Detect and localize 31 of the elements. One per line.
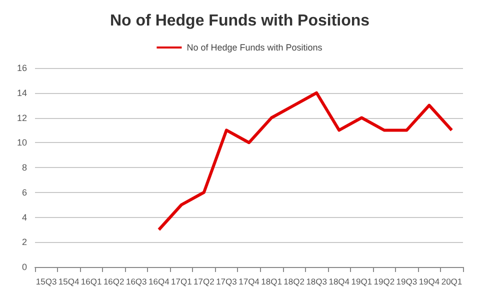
- chart-title: No of Hedge Funds with Positions: [110, 12, 370, 30]
- y-tick-label: 6: [22, 187, 27, 198]
- y-tick-label: 10: [16, 138, 27, 148]
- y-tick-label: 0: [22, 262, 27, 272]
- x-tick-label: 19Q4: [418, 276, 440, 286]
- x-tick-label: 17Q3: [216, 276, 238, 286]
- x-tick-label: 17Q2: [194, 276, 215, 286]
- legend-label: No of Hedge Funds with Positions: [186, 42, 323, 52]
- x-tick-label: 18Q1: [261, 276, 282, 286]
- y-tick-label: 8: [22, 162, 27, 172]
- x-tick-label: 16Q1: [80, 276, 102, 286]
- x-tick-label: 17Q1: [171, 276, 192, 286]
- x-tick-label: 15Q3: [36, 276, 57, 286]
- line-series: [157, 91, 454, 232]
- x-tick-label: 20Q1: [441, 276, 462, 286]
- y-tick-label: 12: [16, 112, 27, 123]
- x-tick-label: 18Q2: [284, 276, 305, 286]
- x-tick-label: 18Q4: [328, 276, 350, 286]
- x-tick-label: 15Q4: [58, 276, 80, 286]
- x-tick-label: 19Q2: [374, 276, 395, 286]
- x-tick-label: 18Q3: [306, 276, 328, 286]
- x-tick-label: 19Q1: [351, 276, 372, 286]
- x-tick-label: 19Q3: [396, 276, 418, 286]
- x-tick-label: 16Q4: [148, 276, 170, 286]
- x-tick-label: 17Q4: [238, 276, 260, 286]
- x-tick-label: 16Q2: [103, 276, 125, 286]
- y-tick-label: 4: [22, 212, 27, 222]
- x-tick-label: 16Q3: [126, 276, 148, 286]
- y-tick-label: 16: [16, 63, 27, 73]
- y-tick-label: 14: [16, 88, 27, 98]
- y-tick-label: 2: [22, 237, 27, 248]
